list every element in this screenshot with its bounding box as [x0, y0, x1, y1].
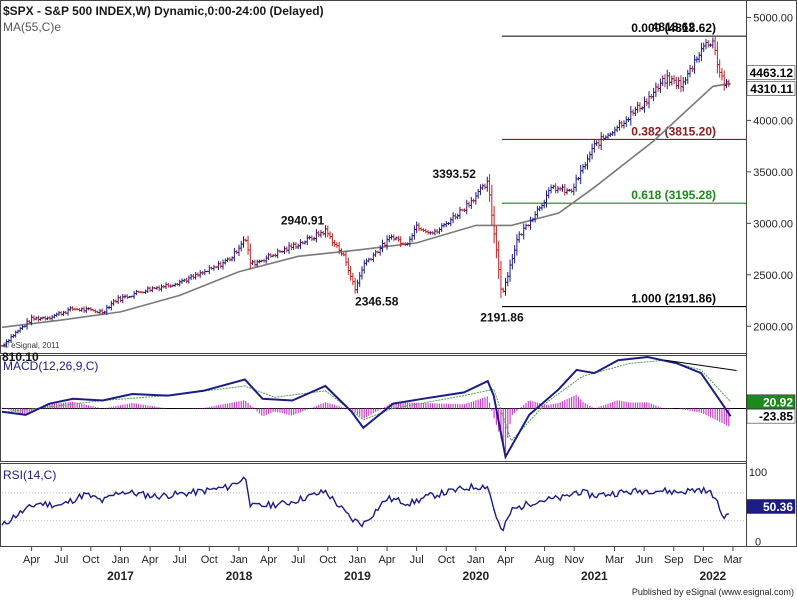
rsi-y-tick-label: 100 [749, 467, 767, 479]
copyright-label: © eSignal, 2011 [3, 341, 60, 350]
price-last-value: 4463.12 [750, 66, 794, 80]
x-month-label: Sep [664, 554, 684, 566]
fib-level-label: 0.000 (4818.62) [631, 21, 716, 35]
x-month-label: Aug [535, 554, 555, 566]
fib-level-label: 1.000 (2191.86) [631, 292, 716, 306]
x-month-label: Nov [564, 554, 584, 566]
macd-trendline [665, 359, 737, 372]
price-last-value-box [746, 81, 796, 96]
macd-last-value: 20.92 [763, 395, 793, 409]
x-month-label: Mar [723, 554, 742, 566]
x-month-label: Jan [349, 554, 367, 566]
x-month-label: Jan [112, 554, 130, 566]
macd-title: MACD(12,26,9,C) [3, 359, 98, 373]
macd-signal-line [1, 359, 731, 442]
rsi-last-value: 50.36 [763, 500, 793, 514]
x-month-label: Oct [82, 554, 99, 566]
x-year-label: 2020 [463, 569, 490, 583]
ma-line [1, 82, 731, 329]
price-annotation: 4818.62 [652, 20, 696, 34]
x-month-label: Apr [260, 554, 277, 566]
x-year-label: 2022 [699, 569, 726, 583]
price-y-tick-label: 5000.00 [753, 12, 793, 24]
x-month-label: Jul [173, 554, 187, 566]
x-month-label: Oct [319, 554, 336, 566]
x-month-label: Oct [438, 554, 455, 566]
x-month-label: Jul [54, 554, 68, 566]
x-year-label: 2021 [581, 569, 608, 583]
price-last-value-box [746, 65, 796, 81]
chart-header: $SPX - S&P 500 INDEX,W) Dynamic,0:00-24:… [3, 4, 324, 18]
x-year-label: 2018 [226, 569, 253, 583]
x-month-label: Jan [467, 554, 485, 566]
ma-label: MA(55,C)e [3, 20, 61, 34]
price-annotation: 810.10 [2, 350, 39, 364]
macd-last-value-box [746, 408, 796, 424]
x-month-label: Dec [694, 554, 714, 566]
price-annotation: 2191.86 [480, 311, 524, 325]
x-month-label: Apr [142, 554, 159, 566]
x-month-label: Oct [201, 554, 218, 566]
x-month-label: Jul [291, 554, 305, 566]
x-month-label: Jan [230, 554, 248, 566]
rsi-y-tick-label: 0 [755, 537, 761, 549]
price-annotation: 2346.58 [355, 295, 399, 309]
macd-last-value: -23.85 [759, 410, 793, 424]
price-y-tick-label: 3500.00 [753, 167, 793, 179]
rsi-last-value-box [746, 499, 796, 514]
rsi-title: RSI(14,C) [3, 468, 56, 482]
footer-label: Published by eSignal (www.esignal.com) [632, 587, 794, 597]
rsi-panel-frame [0, 463, 747, 547]
macd-line [1, 355, 732, 460]
x-month-label: Mar [605, 554, 624, 566]
x-month-label: Apr [23, 554, 40, 566]
price-last-value: 4310.11 [750, 82, 793, 96]
price-y-tick-label: 2500.00 [753, 270, 793, 282]
x-month-label: Apr [378, 554, 395, 566]
x-month-label: Jun [635, 554, 653, 566]
x-month-label: Apr [497, 554, 514, 566]
price-annotation: 3393.52 [432, 167, 476, 181]
fib-level-label: 0.382 (3815.20) [631, 124, 716, 138]
fib-level-label: 0.618 (3195.28) [631, 188, 716, 202]
x-year-label: 2019 [344, 569, 371, 583]
price-y-tick-label: 3000.00 [753, 218, 793, 230]
macd-last-value-box [746, 394, 796, 410]
price-annotation: 2940.91 [281, 213, 325, 227]
price-y-tick-label: 2000.00 [753, 321, 793, 333]
x-year-label: 2017 [107, 569, 134, 583]
rsi-line [1, 476, 729, 532]
x-month-label: Jul [410, 554, 424, 566]
price-y-tick-label: 4000.00 [753, 115, 793, 127]
